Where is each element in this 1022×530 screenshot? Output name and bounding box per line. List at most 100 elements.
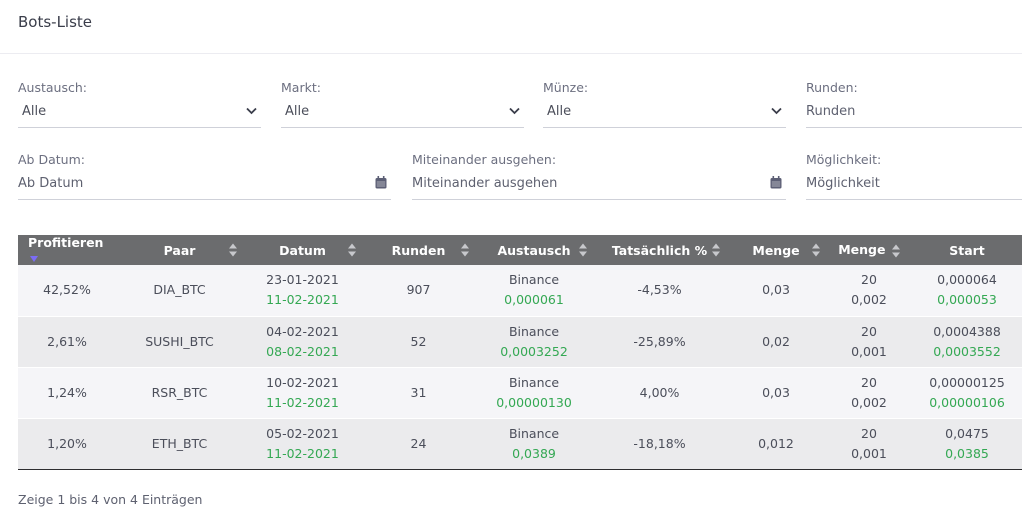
exchange-value: 0,0389 xyxy=(512,445,556,461)
col-header-menge[interactable]: Menge xyxy=(726,235,826,265)
start-bottom: 0,00000106 xyxy=(929,394,1005,410)
table-row[interactable]: 1,20% ETH_BTC 05-02-2021 11-02-2021 24 Bi… xyxy=(18,418,1022,470)
col-header-paar[interactable]: Paar xyxy=(116,235,243,265)
col-header-tatsaechlich[interactable]: Tatsächlich % xyxy=(593,235,726,265)
markt-select[interactable]: Alle xyxy=(281,98,524,128)
start-date: 10-02-2021 xyxy=(266,374,339,390)
menge2-bottom: 0,002 xyxy=(851,394,887,410)
moeglichkeit-placeholder: Möglichkeit xyxy=(806,176,880,191)
exchange-value: 0,0003252 xyxy=(500,343,568,359)
rounds-cell: 24 xyxy=(362,418,475,470)
table-row[interactable]: 1,24% RSR_BTC 10-02-2021 11-02-2021 31 Bi… xyxy=(18,367,1022,419)
miteinander-input[interactable]: Miteinander ausgehen xyxy=(412,170,786,200)
exchange-cell: Binance 0,0389 xyxy=(475,418,593,470)
menge2-top: 20 xyxy=(861,272,877,288)
menge2-top: 20 xyxy=(861,374,877,390)
table-header-row: Profitieren Paar Datum Runden Austausch … xyxy=(18,235,1022,265)
ab-datum-filter: Ab Datum: Ab Datum xyxy=(18,152,391,209)
austausch-filter: Austausch: Alle xyxy=(18,80,261,136)
markt-value: Alle xyxy=(285,104,310,119)
markt-filter: Markt: Alle xyxy=(281,80,524,136)
austausch-select[interactable]: Alle xyxy=(18,98,261,128)
muenze-select[interactable]: Alle xyxy=(543,98,786,128)
pair-cell: RSR_BTC xyxy=(116,367,243,419)
menge2-bottom: 0,002 xyxy=(851,292,887,308)
date-cell: 05-02-2021 11-02-2021 xyxy=(243,418,362,470)
start-cell: 0,00000125 0,00000106 xyxy=(912,367,1022,419)
austausch-label: Austausch: xyxy=(18,80,87,95)
col-header-austausch[interactable]: Austausch xyxy=(475,235,593,265)
start-bottom: 0,0385 xyxy=(945,445,989,461)
menge-cell: 0,02 xyxy=(726,316,826,368)
col-header-profitieren[interactable]: Profitieren xyxy=(18,235,116,265)
runden-filter: Runden: Runden xyxy=(806,80,1022,136)
page-title: Bots-Liste xyxy=(18,13,93,31)
start-date: 05-02-2021 xyxy=(266,425,339,441)
table-row[interactable]: 42,52% DIA_BTC 23-01-2021 11-02-2021 907 … xyxy=(18,265,1022,317)
actual-percent-cell: -18,18% xyxy=(593,418,726,470)
ab-datum-input[interactable]: Ab Datum xyxy=(18,170,391,200)
actual-percent-cell: -25,89% xyxy=(593,316,726,368)
sort-icon xyxy=(229,243,237,257)
runden-input[interactable]: Runden xyxy=(806,98,1022,128)
date-cell: 04-02-2021 08-02-2021 xyxy=(243,316,362,368)
austausch-value: Alle xyxy=(22,104,47,119)
exchange-value: 0,000061 xyxy=(504,292,564,308)
actual-percent-cell: 4,00% xyxy=(593,367,726,419)
sort-icon xyxy=(461,243,469,257)
exchange-name: Binance xyxy=(508,374,560,390)
end-date: 11-02-2021 xyxy=(266,394,339,410)
menge2-cell: 20 0,001 xyxy=(826,418,912,470)
rounds-cell: 31 xyxy=(362,367,475,419)
exchange-cell: Binance 0,000061 xyxy=(475,265,593,317)
sort-icon xyxy=(712,243,720,257)
menge2-bottom: 0,001 xyxy=(851,343,887,359)
moeglichkeit-input[interactable]: Möglichkeit xyxy=(806,170,1022,200)
chevron-down-icon xyxy=(771,107,782,115)
exchange-name: Binance xyxy=(508,323,560,339)
end-date: 11-02-2021 xyxy=(266,445,339,461)
bots-table: Profitieren Paar Datum Runden Austausch … xyxy=(18,235,1022,470)
sort-icon xyxy=(579,243,587,257)
runden-placeholder: Runden xyxy=(806,104,856,119)
exchange-value: 0,00000130 xyxy=(496,394,572,410)
start-bottom: 0,0003552 xyxy=(933,343,1001,359)
menge-cell: 0,03 xyxy=(726,265,826,317)
calendar-icon[interactable] xyxy=(770,176,782,189)
exchange-name: Binance xyxy=(508,425,560,441)
col-header-runden[interactable]: Runden xyxy=(362,235,475,265)
miteinander-filter: Miteinander ausgehen: Miteinander ausgeh… xyxy=(412,152,786,209)
table-info-text: Zeige 1 bis 4 von 4 Einträgen xyxy=(18,492,203,507)
menge2-top: 20 xyxy=(861,323,877,339)
start-date: 04-02-2021 xyxy=(266,323,339,339)
ab-datum-placeholder: Ab Datum xyxy=(18,176,84,191)
profit-cell: 42,52% xyxy=(18,265,116,317)
muenze-filter: Münze: Alle xyxy=(543,80,786,136)
miteinander-placeholder: Miteinander ausgehen xyxy=(412,176,558,191)
end-date: 08-02-2021 xyxy=(266,343,339,359)
ab-datum-label: Ab Datum: xyxy=(18,152,85,167)
col-header-datum[interactable]: Datum xyxy=(243,235,362,265)
col-header-start[interactable]: Start xyxy=(912,235,1022,265)
menge2-cell: 20 0,001 xyxy=(826,316,912,368)
start-top: 0,0475 xyxy=(945,425,989,441)
start-bottom: 0,000053 xyxy=(937,292,997,308)
start-cell: 0,0475 0,0385 xyxy=(912,418,1022,470)
start-top: 0,00000125 xyxy=(929,374,1005,390)
sort-icon xyxy=(348,243,356,257)
start-cell: 0,000064 0,000053 xyxy=(912,265,1022,317)
start-top: 0,000064 xyxy=(937,272,997,288)
sort-desc-icon xyxy=(30,255,38,262)
muenze-value: Alle xyxy=(547,104,572,119)
miteinander-label: Miteinander ausgehen: xyxy=(412,152,557,167)
chevron-down-icon xyxy=(246,107,257,115)
runden-label: Runden: xyxy=(806,80,858,95)
profit-cell: 1,20% xyxy=(18,418,116,470)
col-header-menge-2[interactable]: Menge xyxy=(826,235,912,265)
pair-cell: DIA_BTC xyxy=(116,265,243,317)
menge2-cell: 20 0,002 xyxy=(826,265,912,317)
pair-cell: SUSHI_BTC xyxy=(116,316,243,368)
table-row[interactable]: 2,61% SUSHI_BTC 04-02-2021 08-02-2021 52 … xyxy=(18,316,1022,368)
rounds-cell: 52 xyxy=(362,316,475,368)
calendar-icon[interactable] xyxy=(375,176,387,189)
